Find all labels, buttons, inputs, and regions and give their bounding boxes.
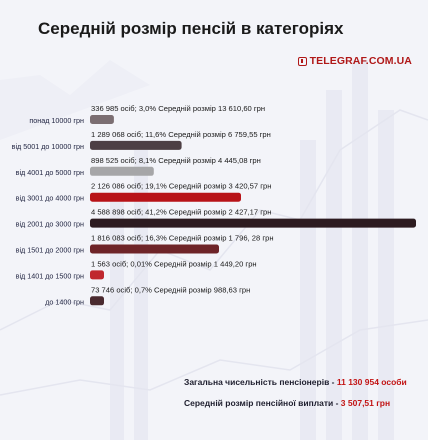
bar [90, 218, 416, 228]
category-label: від 1401 до 1500 грн [16, 271, 84, 280]
bar [90, 296, 104, 306]
bar [90, 166, 154, 176]
brand-logo[interactable]: TELEGRAF.COM.UA [297, 55, 412, 67]
data-label: 1 289 068 осіб; 11,6% Середній розмір 6 … [91, 130, 271, 139]
data-label: 2 126 086 осіб; 19,1% Середній розмір 3 … [91, 182, 271, 191]
chart-title: Середній розмір пенсій в категоріях [38, 19, 344, 38]
bar [90, 244, 219, 254]
bar [90, 115, 114, 124]
category-label: від 1501 до 2000 грн [16, 246, 84, 255]
category-label: від 4001 до 5000 грн [16, 168, 84, 177]
average-pension-label: Середній розмір пенсійної виплати - [184, 398, 341, 408]
category-label: до 1400 грн [45, 297, 84, 306]
brand-icon [297, 56, 307, 66]
brand-text: TELEGRAF.COM.UA [309, 55, 412, 67]
bar [90, 192, 241, 202]
average-pension-line: Середній розмір пенсійної виплати - 3 50… [184, 398, 390, 408]
bar [90, 140, 182, 150]
category-label: від 5001 до 10000 грн [12, 142, 84, 151]
category-label: від 2001 до 3000 грн [16, 220, 84, 229]
total-pensioners-value: 11 130 954 особи [336, 377, 407, 387]
data-label: 1 816 083 осіб; 16,3% Середній розмір 1 … [91, 234, 274, 243]
category-label: від 3001 до 4000 грн [16, 194, 84, 203]
total-pensioners-label: Загальна чисельність пенсіонерів - [184, 377, 337, 387]
total-pensioners-line: Загальна чисельність пенсіонерів - 11 13… [184, 377, 407, 387]
data-label: 73 746 осіб; 0,7% Середній розмір 988,63… [91, 285, 250, 294]
category-label: понад 10000 грн [29, 116, 84, 125]
data-label: 898 525 осіб; 8,1% Середній розмір 4 445… [91, 156, 261, 165]
average-pension-value: 3 507,51 грн [340, 398, 391, 408]
data-label: 336 985 осіб; 3,0% Середній розмір 13 61… [91, 104, 265, 113]
data-label: 1 563 осіб; 0,01% Середній розмір 1 449,… [91, 259, 257, 268]
data-label: 4 588 898 осіб; 41,2% Середній розмір 2 … [91, 208, 271, 217]
bar [90, 270, 104, 280]
